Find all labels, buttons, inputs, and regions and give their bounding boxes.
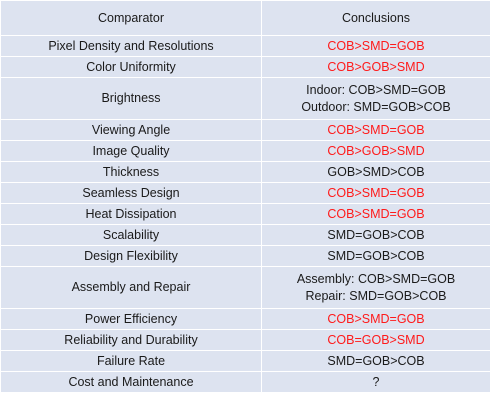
table-row: Brightness Indoor: COB>SMD=GOB Outdoor: SM… xyxy=(0,77,490,120)
conclusion-line: COB>GOB>SMD xyxy=(327,143,425,158)
table-row: Power Efficiency COB>SMD=GOB xyxy=(0,308,490,330)
table-row: Assembly and Repair Assembly: COB>SMD=GOB… xyxy=(0,266,490,309)
table-row: Color Uniformity COB>GOB>SMD xyxy=(0,56,490,78)
conclusion-cell: COB>GOB>SMD xyxy=(261,140,490,162)
conclusion-line: GOB>SMD>COB xyxy=(327,164,425,179)
conclusion-line: Outdoor: SMD=GOB>COB xyxy=(301,99,451,114)
comparator-cell: Seamless Design xyxy=(0,182,262,204)
comparator-cell: Pixel Density and Resolutions xyxy=(0,35,262,57)
conclusion-line: COB>SMD=GOB xyxy=(327,311,425,326)
conclusion-cell: Indoor: COB>SMD=GOB Outdoor: SMD=GOB>COB xyxy=(261,77,490,120)
comparator-cell: Thickness xyxy=(0,161,262,183)
table-row: Failure Rate SMD=GOB>COB xyxy=(0,350,490,372)
conclusion-cell: COB>SMD=GOB xyxy=(261,35,490,57)
comparator-cell: Heat Dissipation xyxy=(0,203,262,225)
table-row: Seamless Design COB>SMD=GOB xyxy=(0,182,490,204)
conclusion-cell: SMD=GOB>COB xyxy=(261,245,490,267)
comparator-cell: Image Quality xyxy=(0,140,262,162)
comparator-cell: Brightness xyxy=(0,77,262,120)
table-row: Thickness GOB>SMD>COB xyxy=(0,161,490,183)
conclusion-cell: SMD=GOB>COB xyxy=(261,350,490,372)
comparator-cell: Failure Rate xyxy=(0,350,262,372)
conclusion-line: Repair: SMD=GOB>COB xyxy=(305,288,447,303)
comparator-column-header: Comparator xyxy=(0,0,262,36)
conclusion-line: COB>GOB>SMD xyxy=(327,59,425,74)
conclusion-line: COB>SMD=GOB xyxy=(327,38,425,53)
conclusion-line: SMD=GOB>COB xyxy=(327,353,425,368)
comparator-cell: Reliability and Durability xyxy=(0,329,262,351)
table-row: Design Flexibility SMD=GOB>COB xyxy=(0,245,490,267)
conclusion-cell: SMD=GOB>COB xyxy=(261,224,490,246)
table-row: Reliability and Durability COB=GOB>SMD xyxy=(0,329,490,351)
conclusion-line: SMD=GOB>COB xyxy=(327,248,425,263)
comparator-cell: Design Flexibility xyxy=(0,245,262,267)
comparator-cell: Cost and Maintenance xyxy=(0,371,262,393)
conclusion-cell: COB>SMD=GOB xyxy=(261,308,490,330)
conclusion-line: Assembly: COB>SMD=GOB xyxy=(296,271,456,286)
conclusion-cell: COB=GOB>SMD xyxy=(261,329,490,351)
conclusion-cell: ? xyxy=(261,371,490,393)
table-row: Heat Dissipation COB>SMD=GOB xyxy=(0,203,490,225)
conclusions-column-header: Conclusions xyxy=(261,0,490,36)
table-row: Scalability SMD=GOB>COB xyxy=(0,224,490,246)
table-row: Image Quality COB>GOB>SMD xyxy=(0,140,490,162)
conclusion-line: ? xyxy=(372,374,380,389)
comparator-cell: Power Efficiency xyxy=(0,308,262,330)
conclusion-cell: COB>GOB>SMD xyxy=(261,56,490,78)
table-row: Pixel Density and Resolutions COB>SMD=GOB xyxy=(0,35,490,57)
conclusion-line: Indoor: COB>SMD=GOB xyxy=(306,82,446,97)
table-body: Pixel Density and Resolutions COB>SMD=GOB… xyxy=(0,35,490,393)
conclusion-line: COB>SMD=GOB xyxy=(327,206,425,221)
header-row: Comparator Conclusions xyxy=(0,0,490,36)
conclusion-cell: GOB>SMD>COB xyxy=(261,161,490,183)
conclusion-line: SMD=GOB>COB xyxy=(327,227,425,242)
table-row: Cost and Maintenance? xyxy=(0,371,490,393)
comparator-cell: Color Uniformity xyxy=(0,56,262,78)
conclusion-line: COB>SMD=GOB xyxy=(327,185,425,200)
table-row: Viewing Angle COB>SMD=GOB xyxy=(0,119,490,141)
comparator-cell: Assembly and Repair xyxy=(0,266,262,309)
conclusion-cell: COB>SMD=GOB xyxy=(261,203,490,225)
comparator-cell: Viewing Angle xyxy=(0,119,262,141)
conclusion-cell: COB>SMD=GOB xyxy=(261,119,490,141)
conclusion-line: COB>SMD=GOB xyxy=(327,122,425,137)
conclusion-cell: COB>SMD=GOB xyxy=(261,182,490,204)
conclusion-line: COB=GOB>SMD xyxy=(327,332,425,347)
conclusion-cell: Assembly: COB>SMD=GOB Repair: SMD=GOB>COB xyxy=(261,266,490,309)
comparator-cell: Scalability xyxy=(0,224,262,246)
